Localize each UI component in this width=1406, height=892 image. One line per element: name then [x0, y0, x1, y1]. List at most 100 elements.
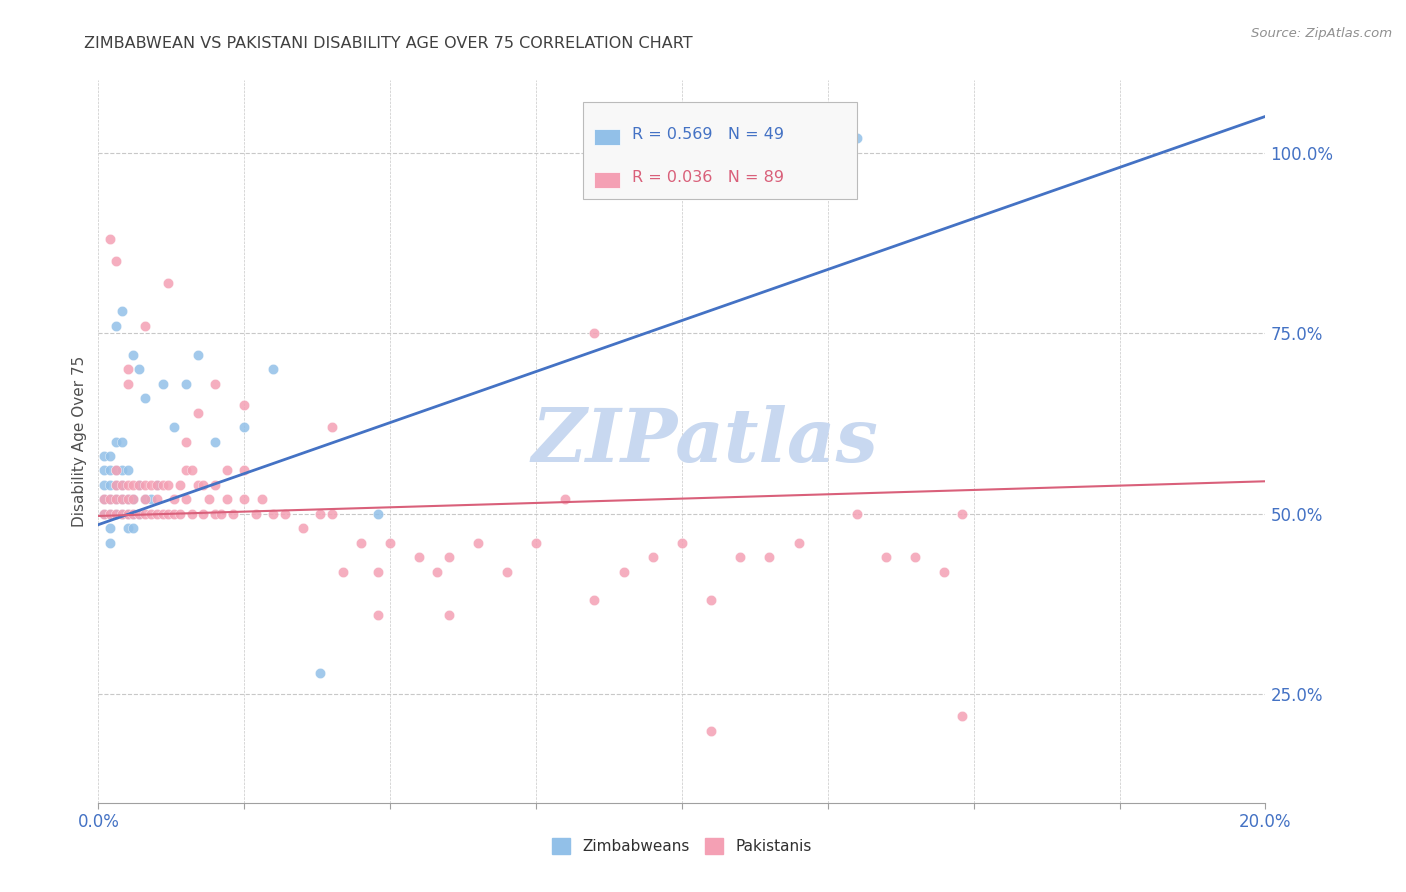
Point — [233, 398, 256, 412]
Point — [846, 131, 869, 145]
Point — [180, 507, 202, 521]
Point — [467, 535, 489, 549]
Point — [367, 607, 389, 622]
Point — [111, 507, 134, 521]
Point — [128, 362, 150, 376]
Point — [187, 406, 209, 420]
Point — [122, 348, 145, 362]
Point — [350, 535, 373, 549]
Point — [204, 376, 226, 391]
Point — [204, 434, 226, 449]
Point — [104, 492, 127, 507]
Point — [209, 507, 232, 521]
Point — [117, 362, 139, 376]
Point — [700, 593, 723, 607]
Point — [117, 507, 139, 521]
Point — [169, 478, 191, 492]
Point — [583, 593, 606, 607]
Point — [93, 507, 115, 521]
Point — [157, 507, 180, 521]
Point — [128, 478, 150, 492]
Point — [321, 420, 343, 434]
Legend: Zimbabweans, Pakistanis: Zimbabweans, Pakistanis — [546, 832, 818, 860]
Point — [152, 376, 174, 391]
Point — [163, 492, 186, 507]
Point — [233, 463, 256, 477]
Point — [122, 492, 145, 507]
Point — [437, 607, 460, 622]
Point — [934, 565, 956, 579]
Point — [98, 449, 121, 463]
Point — [554, 492, 576, 507]
Point — [215, 463, 238, 477]
Point — [321, 507, 343, 521]
Point — [291, 521, 314, 535]
Point — [111, 492, 134, 507]
Point — [193, 507, 215, 521]
Point — [496, 565, 519, 579]
Point — [904, 550, 927, 565]
Point — [146, 492, 169, 507]
Point — [111, 463, 134, 477]
Point — [408, 550, 430, 565]
Point — [875, 550, 897, 565]
Point — [117, 492, 139, 507]
Point — [163, 507, 186, 521]
Point — [233, 420, 256, 434]
Point — [187, 478, 209, 492]
Point — [367, 565, 389, 579]
Point — [134, 507, 156, 521]
Point — [174, 492, 197, 507]
FancyBboxPatch shape — [595, 172, 620, 188]
Point — [122, 507, 145, 521]
Point — [524, 535, 547, 549]
Point — [122, 507, 145, 521]
Point — [204, 478, 226, 492]
Point — [174, 463, 197, 477]
Point — [111, 492, 134, 507]
Point — [117, 521, 139, 535]
Text: R = 0.569   N = 49: R = 0.569 N = 49 — [631, 127, 783, 142]
Point — [98, 478, 121, 492]
Point — [117, 463, 139, 477]
Point — [221, 507, 243, 521]
Point — [134, 478, 156, 492]
Point — [950, 709, 973, 723]
Point — [262, 362, 284, 376]
Point — [93, 492, 115, 507]
Point — [846, 507, 869, 521]
Point — [380, 535, 402, 549]
Point — [117, 478, 139, 492]
Point — [134, 492, 156, 507]
Point — [583, 326, 606, 340]
Point — [111, 304, 134, 318]
Point — [233, 492, 256, 507]
Point — [163, 420, 186, 434]
Point — [122, 521, 145, 535]
Point — [146, 507, 169, 521]
Point — [612, 565, 634, 579]
Point — [437, 550, 460, 565]
Point — [122, 478, 145, 492]
Point — [146, 478, 169, 492]
Point — [128, 507, 150, 521]
Point — [274, 507, 297, 521]
Point — [134, 391, 156, 405]
Point — [152, 478, 174, 492]
Point — [93, 492, 115, 507]
Point — [104, 463, 127, 477]
Point — [758, 550, 780, 565]
FancyBboxPatch shape — [595, 128, 620, 145]
Text: R = 0.036   N = 89: R = 0.036 N = 89 — [631, 170, 783, 186]
Point — [367, 507, 389, 521]
FancyBboxPatch shape — [582, 102, 856, 200]
Point — [117, 507, 139, 521]
Point — [250, 492, 273, 507]
Point — [98, 507, 121, 521]
Text: ZIPatlas: ZIPatlas — [531, 405, 879, 478]
Point — [104, 434, 127, 449]
Point — [104, 507, 127, 521]
Point — [104, 492, 127, 507]
Point — [93, 478, 115, 492]
Point — [700, 723, 723, 738]
